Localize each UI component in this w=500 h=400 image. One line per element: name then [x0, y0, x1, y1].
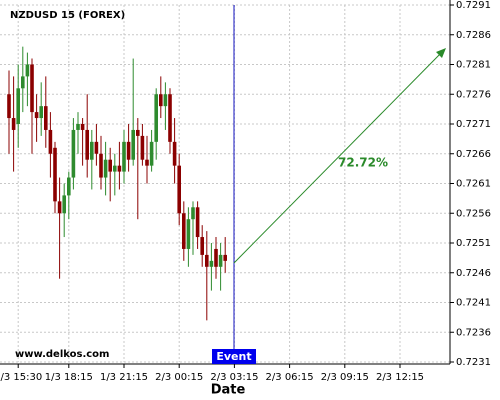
- candle-body: [53, 147, 57, 202]
- y-tick-label: 0.7236: [456, 327, 491, 338]
- y-tick-label: 0.7286: [456, 30, 491, 41]
- y-tick-label: 0.7276: [456, 89, 491, 100]
- candle-body: [140, 135, 145, 160]
- chart-title: NZDUSD 15 (FOREX): [10, 10, 125, 21]
- candle-body: [149, 141, 154, 166]
- candle-body: [126, 141, 131, 160]
- candle-body: [34, 112, 39, 119]
- x-tick-label: 1/3 18:15: [45, 372, 93, 383]
- x-tick-label: 1/3 15:30: [0, 372, 42, 383]
- candle-body: [39, 106, 43, 119]
- candle-body: [159, 94, 163, 107]
- candle-body: [90, 141, 94, 160]
- candle-body: [131, 129, 135, 160]
- y-tick-label: 0.7251: [456, 238, 491, 249]
- arrow-head: [436, 48, 446, 58]
- candle-body: [94, 141, 99, 154]
- candle-body: [168, 94, 172, 142]
- candle-body: [44, 106, 48, 130]
- candle-body: [76, 124, 80, 130]
- candle-body: [223, 254, 227, 261]
- candle-body: [145, 159, 149, 166]
- candle-body: [11, 118, 16, 130]
- y-tick-label: 0.7241: [456, 298, 491, 309]
- y-tick-label: 0.7281: [456, 60, 491, 71]
- candle-body: [205, 254, 209, 267]
- candle-body: [67, 177, 71, 196]
- candle-body: [103, 159, 108, 178]
- candle-body: [218, 254, 223, 267]
- y-tick-label: 0.7246: [456, 268, 491, 279]
- candle-body: [30, 64, 34, 113]
- candle-body: [117, 165, 122, 172]
- candle-body: [113, 165, 117, 172]
- candle-body: [85, 129, 89, 160]
- candle-body: [108, 159, 112, 172]
- candle-body: [48, 129, 53, 154]
- x-axis-title: Date: [211, 383, 246, 398]
- x-tick-label: 1/3 21:15: [100, 372, 148, 383]
- candle-body: [80, 124, 85, 130]
- candle-body: [209, 260, 214, 267]
- x-tick-label: 2/3 03:15: [210, 372, 258, 383]
- candle-body: [186, 219, 191, 249]
- candle-body: [182, 213, 186, 249]
- candle-body: [71, 129, 76, 178]
- candle-body: [214, 248, 218, 267]
- x-tick-label: 2/3 06:15: [266, 372, 314, 383]
- event-label: Event: [216, 350, 251, 363]
- x-tick-label: 2/3 12:15: [376, 372, 424, 383]
- y-tick-label: 0.7256: [456, 208, 491, 219]
- candle-body: [122, 141, 126, 172]
- candle-body: [177, 165, 181, 214]
- event-box: [212, 349, 256, 364]
- y-tick-label: 0.7271: [456, 119, 491, 130]
- y-tick-label: 0.7291: [456, 0, 491, 11]
- candle-body: [16, 88, 20, 124]
- candle-body: [191, 207, 195, 220]
- x-tick-label: 2/3 00:15: [155, 372, 203, 383]
- watermark: www.delkos.com: [15, 349, 109, 360]
- candle-body: [136, 129, 140, 136]
- candle-body: [57, 201, 62, 214]
- y-tick-label: 0.7261: [456, 179, 491, 190]
- candle-body: [200, 237, 204, 255]
- annotation: 72.72%: [338, 156, 388, 170]
- arrow-line: [233, 49, 445, 264]
- x-tick-label: 2/3 09:15: [321, 372, 369, 383]
- candles: [7, 46, 227, 321]
- y-tick-label: 0.7266: [456, 149, 491, 160]
- candle-body: [62, 195, 66, 214]
- candle-body: [99, 153, 103, 178]
- candle-body: [7, 94, 11, 119]
- candle-body: [195, 207, 200, 238]
- candle-body: [154, 94, 158, 142]
- candle-body: [21, 76, 25, 89]
- y-tick-label: 0.7231: [456, 357, 491, 368]
- candle-body: [163, 94, 168, 107]
- candle-body: [172, 141, 177, 166]
- candle-body: [25, 64, 30, 77]
